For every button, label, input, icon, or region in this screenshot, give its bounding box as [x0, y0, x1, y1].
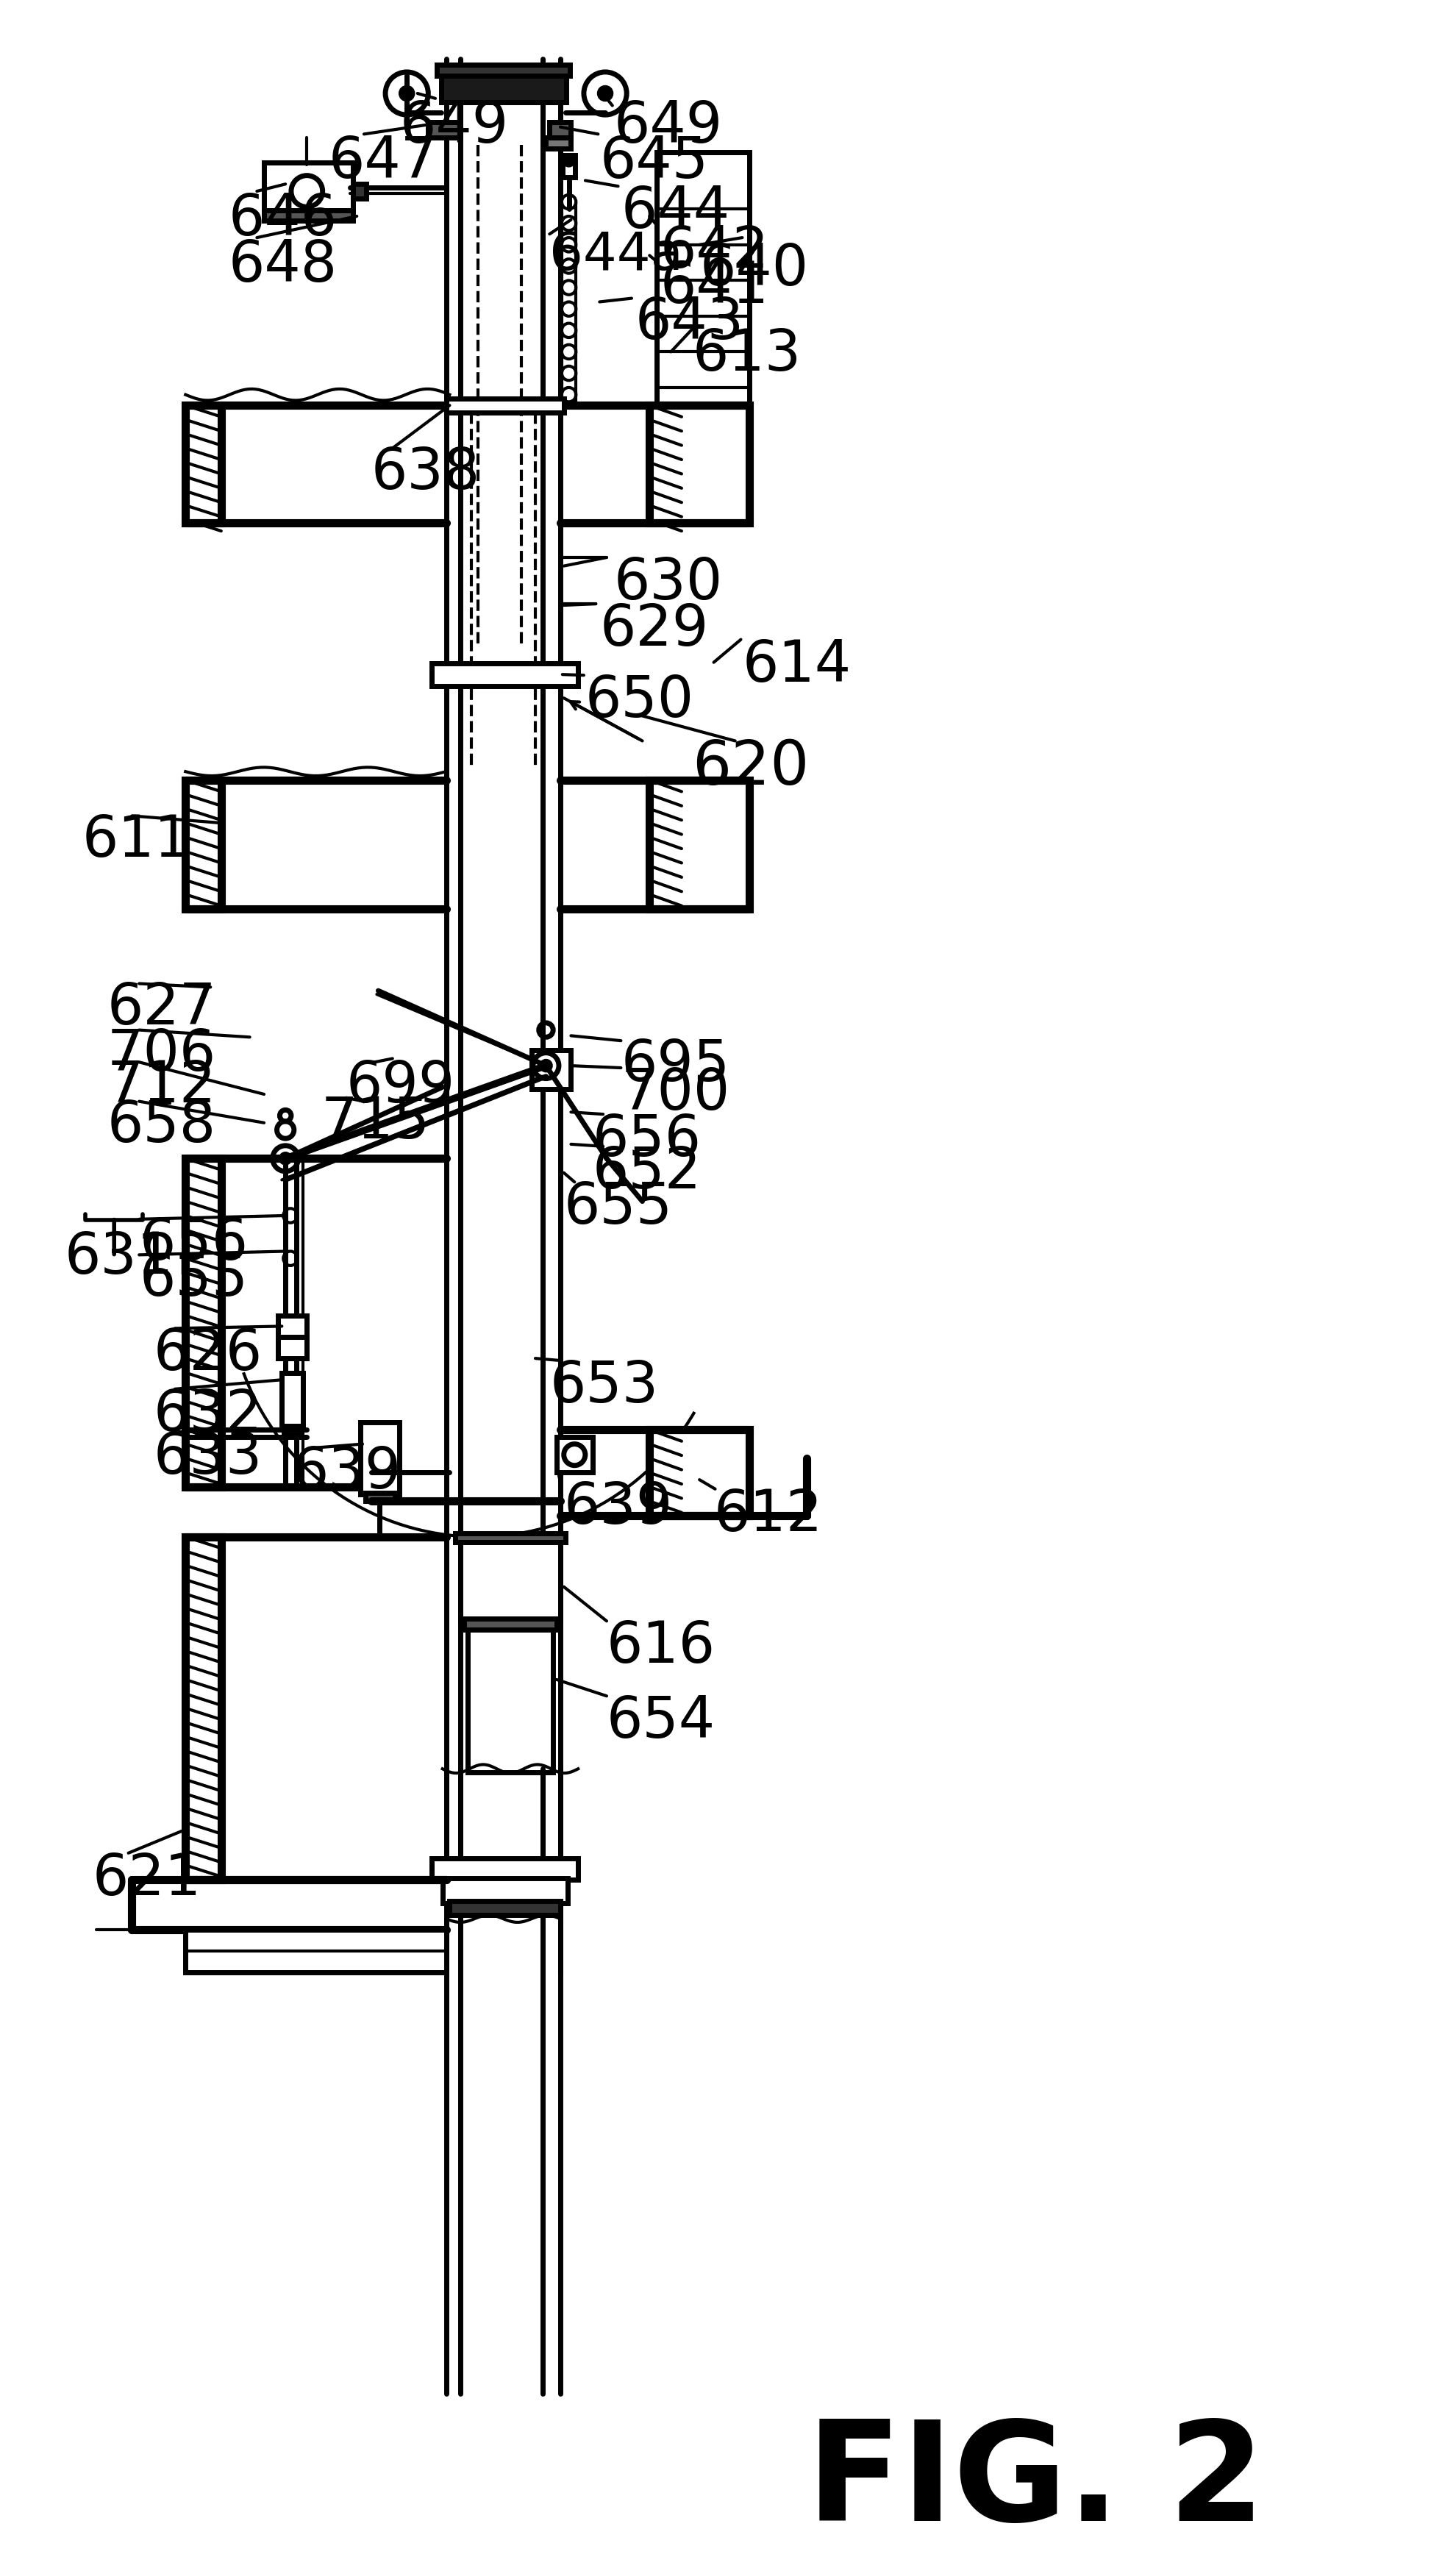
Text: 653: 653 [549, 1358, 658, 1415]
Text: 715: 715 [320, 1094, 430, 1150]
Text: 620: 620 [692, 737, 810, 796]
Text: 613: 613 [692, 326, 801, 383]
Bar [360, 1423, 399, 1495]
Bar [428, 121, 460, 139]
Circle shape [281, 1153, 290, 1163]
Text: 626: 626 [153, 1325, 262, 1382]
Text: 611: 611 [82, 811, 191, 868]
Bar [467, 1623, 553, 1772]
Text: 650: 650 [585, 673, 695, 729]
Circle shape [400, 87, 412, 100]
Text: 652: 652 [593, 1145, 700, 1199]
Bar [446, 398, 563, 413]
Bar [284, 1425, 301, 1436]
Text: 642: 642 [660, 223, 769, 280]
Text: 612: 612 [713, 1487, 823, 1543]
Text: 644a: 644a [549, 231, 683, 282]
Bar [185, 1536, 221, 1880]
Text: 658: 658 [106, 1097, 215, 1153]
Bar [365, 1492, 395, 1502]
Text: 649: 649 [613, 98, 722, 154]
Text: 656: 656 [593, 1112, 700, 1168]
Text: 632: 632 [153, 1387, 262, 1443]
Text: 648: 648 [229, 239, 338, 293]
Bar [531, 1050, 571, 1089]
Text: 654: 654 [606, 1695, 715, 1749]
Text: 633: 633 [153, 1430, 262, 1487]
Bar [185, 406, 221, 524]
Bar [549, 121, 571, 139]
Bar [354, 185, 365, 198]
Text: 643: 643 [635, 295, 744, 352]
Circle shape [600, 87, 610, 100]
Text: 640: 640 [699, 241, 808, 298]
Text: 655: 655 [140, 1251, 248, 1307]
Text: 614: 614 [743, 637, 850, 693]
Text: 706: 706 [106, 1027, 215, 1081]
Text: 700: 700 [620, 1066, 729, 1122]
Text: 638: 638 [371, 444, 480, 501]
Bar [264, 211, 354, 221]
Bar [431, 1859, 578, 1880]
Text: 656: 656 [140, 1215, 248, 1271]
Bar [264, 162, 354, 213]
Bar [460, 1536, 561, 1623]
Circle shape [542, 1061, 550, 1071]
Bar [185, 1929, 446, 1972]
Text: FIG. 2: FIG. 2 [807, 2414, 1264, 2550]
Text: 649: 649 [399, 98, 508, 154]
Text: 630: 630 [613, 555, 722, 611]
Text: 639: 639 [563, 1479, 673, 1536]
Text: 644: 644 [620, 185, 729, 239]
Bar [649, 406, 748, 524]
Bar [185, 1158, 221, 1487]
Bar [556, 1438, 593, 1471]
Bar [441, 69, 566, 103]
Bar [450, 1900, 561, 1916]
Bar [456, 1533, 565, 1541]
Bar [657, 152, 748, 431]
Bar [649, 1430, 748, 1515]
Circle shape [565, 157, 572, 164]
Bar [546, 139, 571, 149]
Bar [185, 781, 221, 909]
Text: 645: 645 [600, 134, 708, 190]
Text: 712: 712 [106, 1058, 215, 1115]
Bar [431, 663, 578, 686]
Text: 629: 629 [600, 601, 708, 657]
Bar [649, 781, 748, 909]
Bar [463, 1618, 556, 1631]
Text: 641: 641 [660, 259, 769, 316]
Text: 695: 695 [620, 1037, 729, 1094]
Text: 631: 631 [64, 1230, 173, 1287]
Bar [443, 1877, 568, 1903]
Text: 655: 655 [563, 1179, 673, 1235]
Bar [278, 1315, 307, 1358]
Text: 699: 699 [347, 1058, 456, 1115]
Text: 616: 616 [606, 1618, 715, 1674]
Text: 639: 639 [293, 1443, 402, 1500]
Text: 627: 627 [106, 981, 215, 1035]
Bar [282, 1374, 303, 1430]
Text: 647: 647 [328, 134, 437, 190]
Bar [562, 157, 575, 177]
Bar [437, 64, 569, 74]
Text: 646: 646 [229, 190, 338, 247]
Text: 621: 621 [93, 1852, 201, 1908]
Bar [437, 665, 575, 683]
